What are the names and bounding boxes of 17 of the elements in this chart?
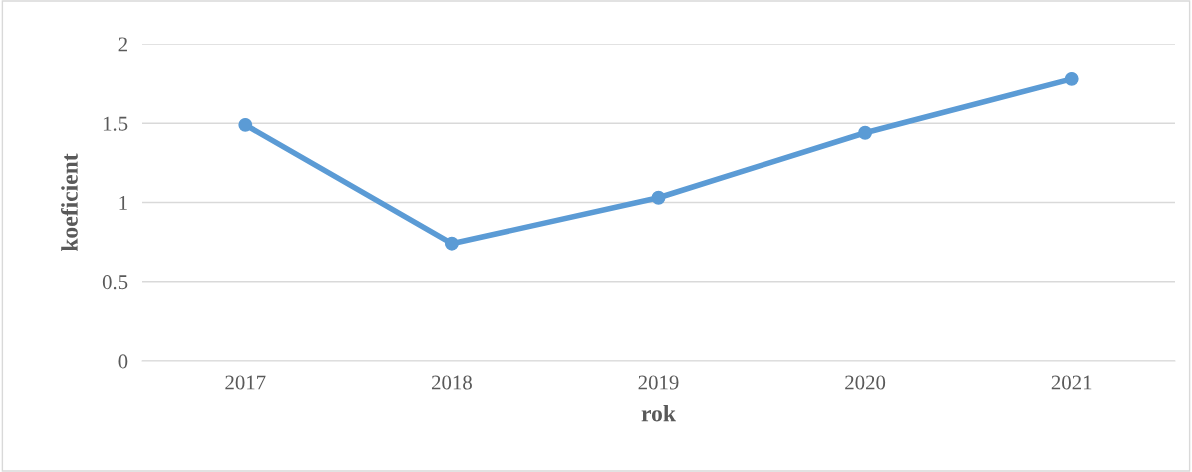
y-tick-label: 0 xyxy=(118,354,128,369)
x-tick-label: 2018 xyxy=(431,375,472,390)
y-tick-label: 1 xyxy=(119,195,127,210)
point xyxy=(651,190,666,205)
point xyxy=(858,125,873,140)
y-tick-label: 2 xyxy=(118,37,127,52)
x-tick-label: 2021 xyxy=(1051,375,1092,390)
x-tick-label: 2017 xyxy=(225,375,266,390)
point xyxy=(444,236,459,251)
y-axis-title: koeficient xyxy=(60,153,78,252)
x-tick-label: 2020 xyxy=(845,375,886,390)
point xyxy=(238,117,253,132)
y-tick-label: 0.5 xyxy=(102,275,128,290)
x-tick-label: 2019 xyxy=(638,375,679,390)
y-tick-label: 1.5 xyxy=(103,116,128,131)
point xyxy=(1064,71,1079,86)
x-axis-title: rok xyxy=(641,404,676,422)
